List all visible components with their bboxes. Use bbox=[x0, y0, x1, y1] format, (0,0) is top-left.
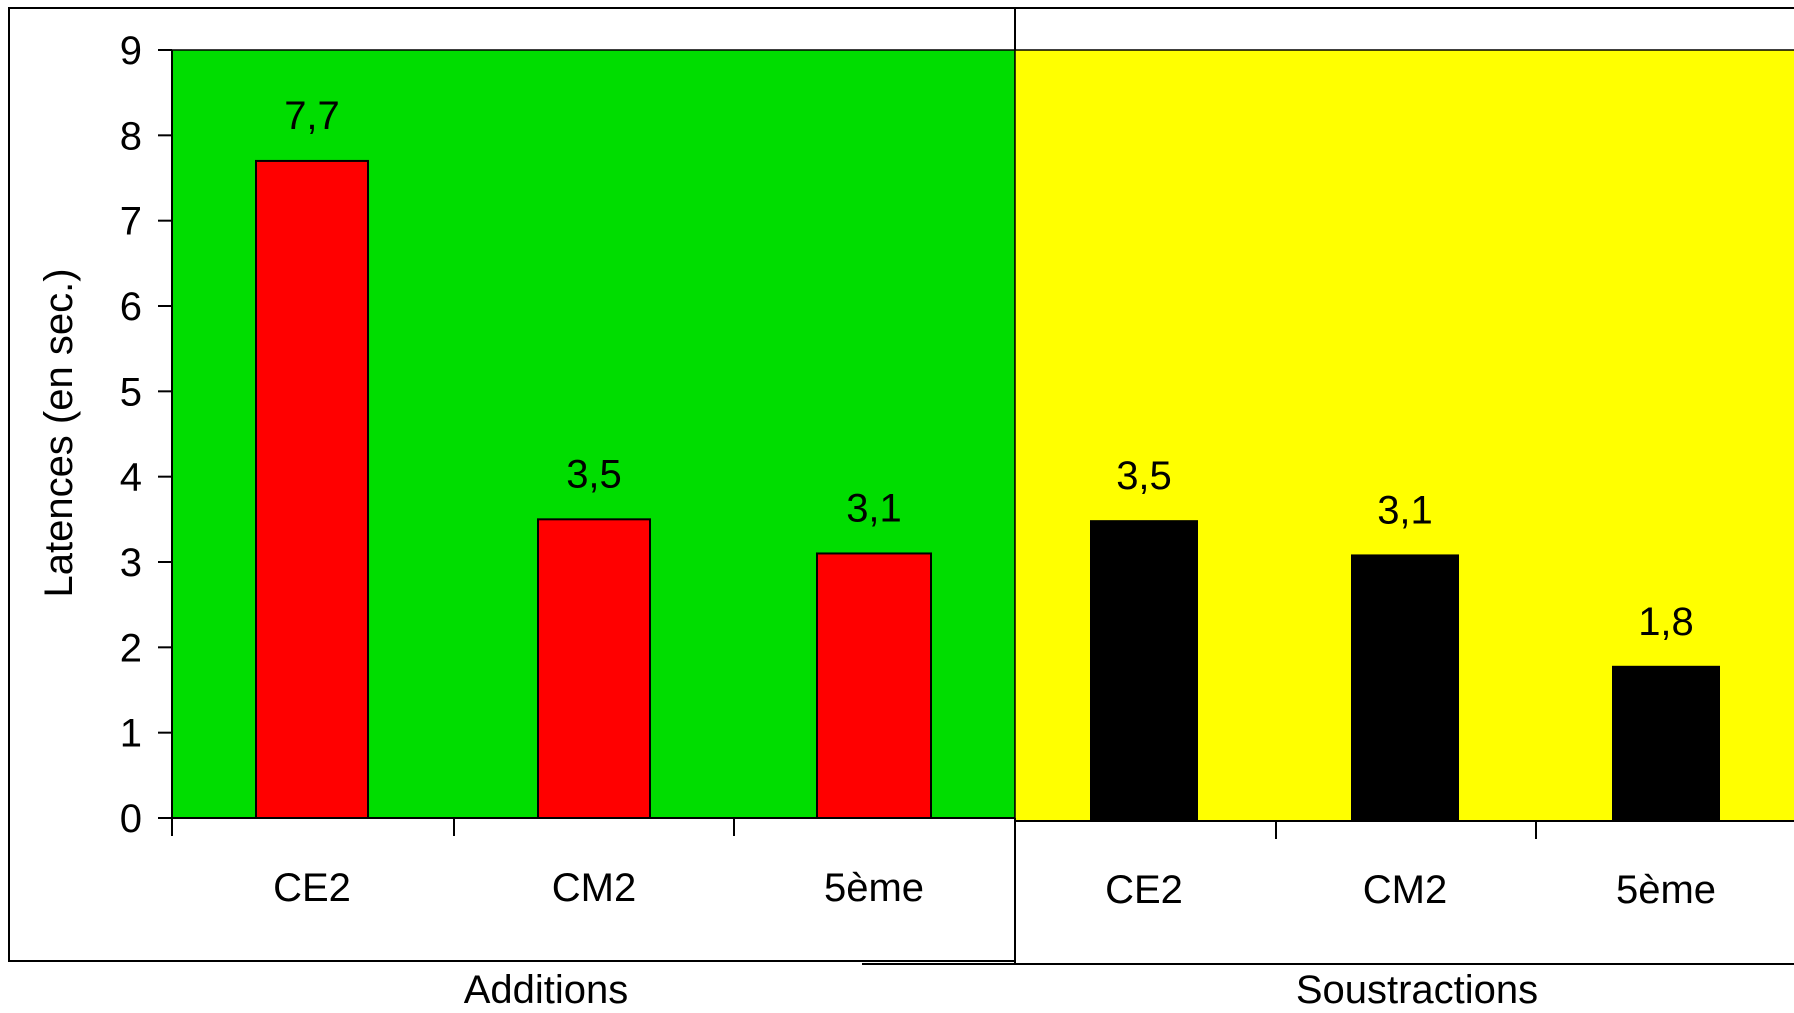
y-axis-title: Latences (en sec.) bbox=[37, 268, 81, 597]
soustractions-value-label-2: 3,1 bbox=[1377, 488, 1433, 532]
additions-bar-3 bbox=[816, 552, 932, 819]
y-tick-label-3: 3 bbox=[120, 541, 142, 585]
additions-category-label-3: 5ème bbox=[824, 866, 924, 910]
additions-caption: Additions bbox=[464, 968, 629, 1012]
y-tick-label-4: 4 bbox=[120, 456, 142, 500]
soustractions-category-label-1: CE2 bbox=[1105, 868, 1183, 912]
y-tick-label-1: 1 bbox=[120, 712, 142, 756]
y-tick-label-0: 0 bbox=[120, 797, 142, 841]
additions-value-label-3: 3,1 bbox=[846, 486, 902, 530]
soustractions-value-label-3: 1,8 bbox=[1638, 600, 1694, 644]
y-tick-label-2: 2 bbox=[120, 626, 142, 670]
soustractions-bar-2 bbox=[1351, 554, 1459, 823]
additions-category-label-2: CM2 bbox=[552, 866, 636, 910]
additions-value-label-2: 3,5 bbox=[566, 452, 622, 496]
additions-bar-1 bbox=[255, 159, 369, 819]
soustractions-value-label-1: 3,5 bbox=[1116, 454, 1172, 498]
y-tick-label-7: 7 bbox=[120, 200, 142, 244]
y-tick-label-6: 6 bbox=[120, 285, 142, 329]
soustractions-bar-3 bbox=[1612, 665, 1720, 822]
additions-category-label-1: CE2 bbox=[273, 866, 351, 910]
soustractions-category-label-3: 5ème bbox=[1616, 868, 1716, 912]
soustractions-category-label-2: CM2 bbox=[1363, 868, 1447, 912]
soustractions-caption: Soustractions bbox=[1296, 968, 1538, 1012]
y-tick-label-5: 5 bbox=[120, 370, 142, 414]
y-tick-label-9: 9 bbox=[120, 29, 142, 73]
soustractions-bar-1 bbox=[1090, 520, 1198, 823]
additions-bar-2 bbox=[537, 518, 651, 819]
additions-value-label-1: 7,7 bbox=[284, 94, 340, 138]
y-tick-label-8: 8 bbox=[120, 114, 142, 158]
